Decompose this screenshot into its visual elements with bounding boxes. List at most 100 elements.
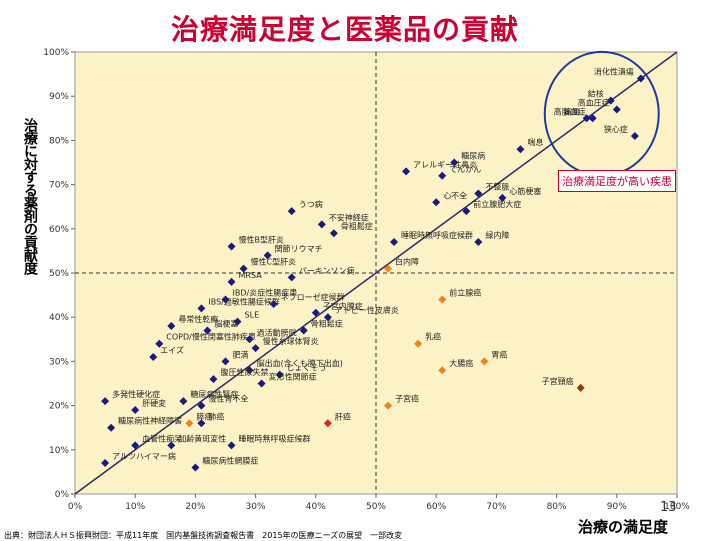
data-point xyxy=(179,397,188,406)
data-point xyxy=(107,423,116,432)
data-point xyxy=(582,114,591,123)
callout-high-satisfaction: 治療満足度が高い疾患 xyxy=(558,170,676,192)
point-label: 過活動膀胱 xyxy=(257,327,297,337)
data-point xyxy=(498,193,507,202)
data-point xyxy=(197,419,206,428)
point-label: じょくそう xyxy=(287,364,327,373)
point-label: 肝硬変 xyxy=(142,398,166,408)
page-title: 治療満足度と医薬品の貢献 xyxy=(170,13,519,46)
point-label: アトピー性皮膚炎 xyxy=(335,305,399,315)
x-tick-label: 0% xyxy=(68,502,83,512)
data-point xyxy=(606,96,615,105)
data-point xyxy=(167,322,176,331)
data-point xyxy=(185,419,194,428)
data-point xyxy=(311,308,320,317)
x-tick-label: 70% xyxy=(486,502,506,512)
point-label: IBS/過敏性腸症候群 xyxy=(208,296,279,306)
data-point xyxy=(197,401,206,410)
point-label: 子宮頸癌 xyxy=(542,376,574,386)
data-point xyxy=(155,339,164,348)
y-tick-label: 80% xyxy=(49,136,69,146)
data-point xyxy=(101,397,110,406)
data-point xyxy=(438,171,447,180)
x-tick-label: 90% xyxy=(607,502,627,512)
point-label: ネフローゼ症候群 xyxy=(281,292,345,302)
data-point xyxy=(474,189,483,198)
data-point xyxy=(432,198,441,207)
point-label: 乳癌 xyxy=(425,332,441,342)
point-label: 慢性糸球体腎炎 xyxy=(263,336,319,346)
point-label: 喘息 xyxy=(527,137,543,147)
data-point xyxy=(251,344,260,353)
data-point xyxy=(167,441,176,450)
point-label: 慢性B型肝炎 xyxy=(239,234,285,244)
point-label: アレルギー性鼻炎 xyxy=(413,159,477,169)
x-axis-label: 治療の満足度 xyxy=(578,518,669,536)
y-tick-label: 50% xyxy=(49,269,69,279)
point-label: 関節リウマチ xyxy=(275,243,323,253)
y-tick-label: 90% xyxy=(49,92,69,102)
data-point xyxy=(480,357,489,366)
point-label: 睡眠時無呼吸症候群 xyxy=(401,230,473,240)
point-label: 糖尿病性神経障害 xyxy=(118,416,182,426)
x-tick-label: 20% xyxy=(185,502,205,512)
data-point xyxy=(612,105,621,114)
point-label: 緑内障 xyxy=(485,230,509,240)
point-label: 尋常性乾癬 xyxy=(178,314,218,324)
data-point xyxy=(221,357,230,366)
data-point xyxy=(131,441,140,450)
data-point xyxy=(263,251,272,260)
point-label: アルツハイマー病 xyxy=(112,451,176,461)
data-point xyxy=(227,441,236,450)
data-point xyxy=(474,238,483,247)
point-label: 子宮内膜症 xyxy=(323,301,363,311)
source-note: 出典：財団法人ＨＳ振興財団：平成11年度 国内基盤技術調査報告書 2015年の医… xyxy=(4,531,403,540)
data-point xyxy=(576,383,585,392)
x-tick-label: 40% xyxy=(306,502,326,512)
data-point xyxy=(516,145,525,154)
y-tick-label: 20% xyxy=(49,402,69,412)
data-point xyxy=(414,339,423,348)
point-label: 胃癌 xyxy=(491,349,507,359)
data-point xyxy=(233,317,242,326)
data-point xyxy=(239,264,248,273)
data-point xyxy=(287,273,296,282)
data-point xyxy=(203,326,212,335)
point-label: 糖尿病 xyxy=(461,151,485,161)
y-tick-label: 60% xyxy=(49,225,69,235)
point-label: 大腸癌 xyxy=(449,358,473,368)
data-point xyxy=(269,299,278,308)
point-label: 脳梗塞 xyxy=(214,318,238,328)
data-point xyxy=(131,406,140,415)
point-label: 多発性硬化症 xyxy=(112,389,160,399)
point-label: うつ病 xyxy=(299,199,323,209)
point-label: エイズ xyxy=(160,345,184,355)
data-point xyxy=(636,74,645,83)
page-number: 13 xyxy=(660,500,677,515)
point-label: 肺癌 xyxy=(208,411,224,421)
point-label: 糖尿病性腎症 xyxy=(190,389,238,399)
data-point xyxy=(191,463,200,472)
point-label: 白内障 xyxy=(395,257,419,267)
data-point xyxy=(384,401,393,410)
data-point xyxy=(462,207,471,216)
x-tick-label: 80% xyxy=(547,502,567,512)
data-point xyxy=(588,114,597,123)
point-label: パーキンソン病 xyxy=(299,265,355,275)
y-tick-label: 40% xyxy=(49,313,69,323)
x-tick-label: 50% xyxy=(366,502,386,512)
y-tick-label: 70% xyxy=(49,181,69,191)
point-label: 変形性関節症 xyxy=(269,372,317,382)
point-label: 前立腺肥大症 xyxy=(473,199,521,209)
y-axis-label: 治療に対する薬剤の貢献度 xyxy=(22,118,38,274)
x-tick-label: 30% xyxy=(246,502,266,512)
point-label: 骨粗鬆症 xyxy=(311,318,343,328)
y-tick-label: 100% xyxy=(43,48,69,58)
point-label: 腹圧性尿失禁 xyxy=(220,367,268,377)
point-label: 脳出血(含くも膜下出血) xyxy=(257,358,343,368)
x-tick-label: 10% xyxy=(125,502,145,512)
data-point xyxy=(287,207,296,216)
data-point xyxy=(384,264,393,273)
point-label: 心不全 xyxy=(443,190,467,200)
